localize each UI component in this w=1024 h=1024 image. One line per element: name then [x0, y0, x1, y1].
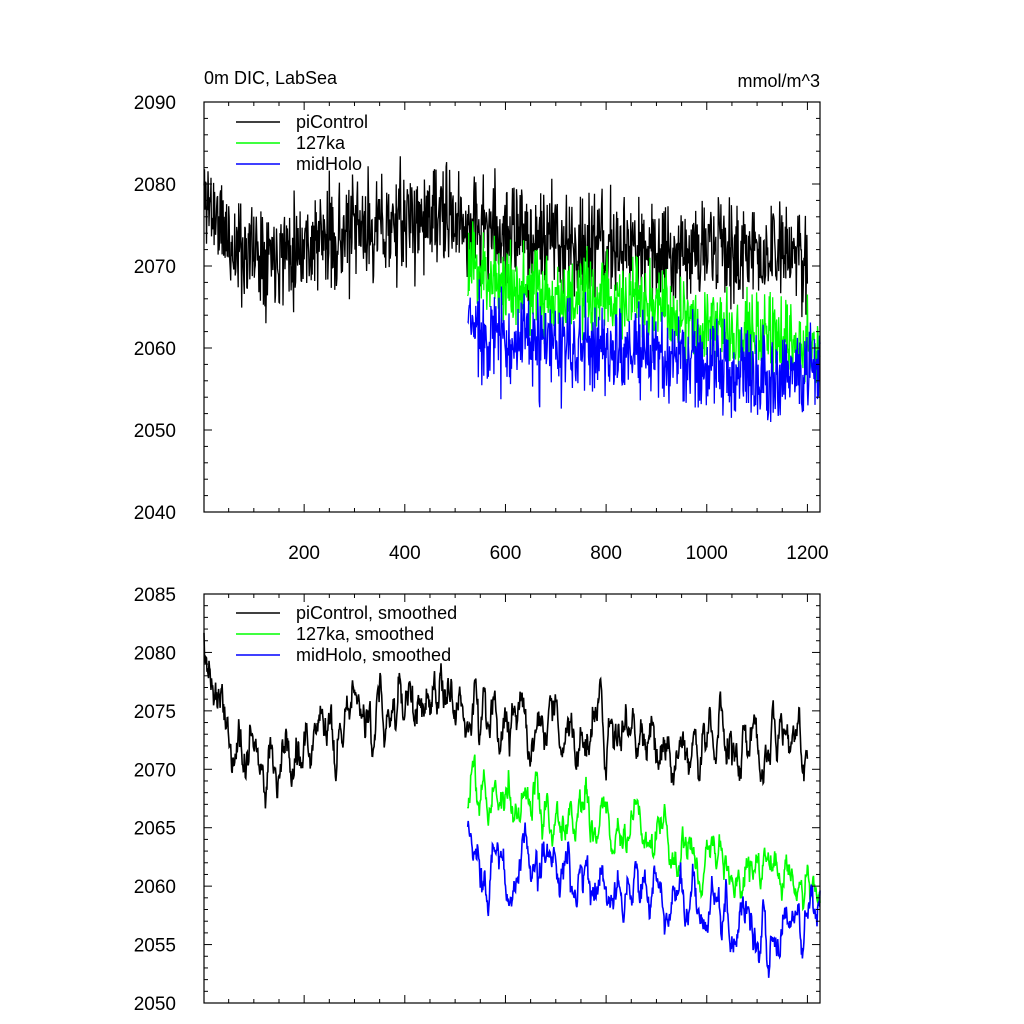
y-tick-label: 2075 [134, 702, 176, 723]
x-tick-label: 400 [389, 543, 421, 564]
y-tick-label: 2080 [134, 643, 176, 664]
series-line-127ka-smoothed [466, 754, 821, 912]
panel-2-plot: 2050 2055 2060 2065 2070 2075 2080 2085 piContro… [134, 585, 821, 1015]
panel-1-title: 0m DIC, LabSea [204, 68, 338, 88]
plot-frame [203, 101, 821, 513]
y-tick-label: 2055 [134, 936, 176, 957]
legend-label: midHolo, smoothed [296, 645, 451, 665]
y-tick-label: 2090 [134, 93, 176, 114]
y-tick-label: 2070 [134, 760, 176, 781]
y-tick-label: 2070 [134, 257, 176, 278]
x-tick-label: 1000 [686, 543, 728, 564]
y-tick-label: 2050 [134, 421, 176, 442]
legend-label: midHolo [296, 154, 362, 174]
series-line-picontrol-smoothed [203, 632, 809, 809]
series-line-picontrol [203, 156, 809, 324]
series-line-midholo [467, 279, 821, 423]
y-tick-label: 2085 [134, 585, 176, 606]
y-tick-label: 2080 [134, 175, 176, 196]
x-tick-label: 800 [590, 543, 622, 564]
legend-label: piControl [296, 112, 368, 132]
y-tick-label: 2060 [134, 877, 176, 898]
x-tick-label: 600 [490, 543, 522, 564]
y-tick-label: 2050 [134, 994, 176, 1015]
plot-frame [203, 593, 821, 1004]
panel-1-units: mmol/m^3 [738, 71, 820, 91]
panel-1-plot: 200 400 600 800 1000 1200 2040 2050 2060 2070 2080… [134, 93, 829, 564]
legend-label: 127ka [296, 133, 346, 153]
x-tick-label: 1200 [786, 543, 828, 564]
y-tick-label: 2040 [134, 503, 176, 524]
y-tick-label: 2065 [134, 819, 176, 840]
legend-label: 127ka, smoothed [296, 624, 434, 644]
legend-label: piControl, smoothed [296, 603, 457, 623]
x-tick-label: 200 [288, 543, 320, 564]
y-tick-label: 2060 [134, 339, 176, 360]
series-line-midholo-smoothed [466, 820, 821, 978]
